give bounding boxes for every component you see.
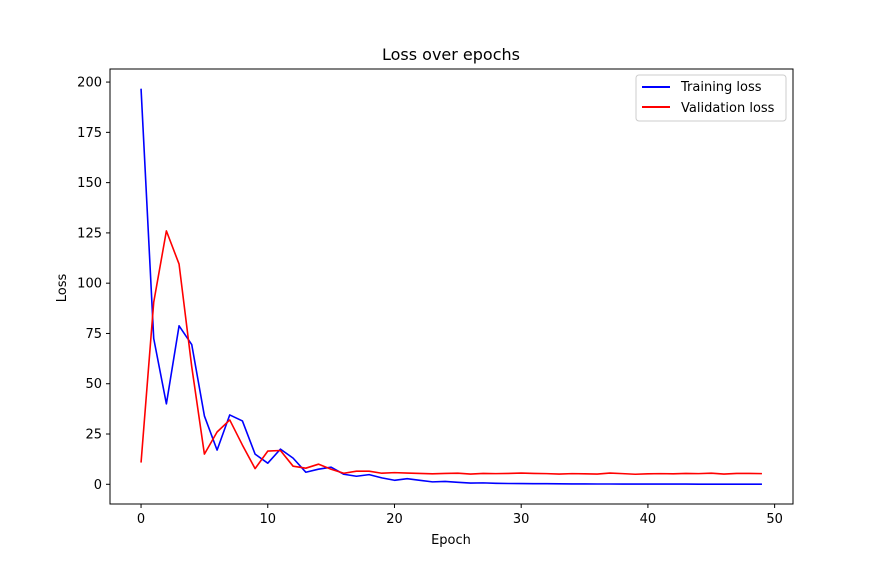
x-tick-label: 30 (513, 512, 530, 527)
legend-label-training: Training loss (680, 80, 762, 95)
x-tick-label: 10 (259, 512, 276, 527)
series-lines (140, 88, 762, 485)
y-tick-label: 125 (77, 226, 102, 241)
series-line-validation-loss (140, 230, 762, 476)
legend-label-validation: Validation loss (681, 101, 775, 116)
x-tick-label: 0 (137, 512, 145, 527)
x-axis-label: Epoch (431, 533, 471, 548)
y-tick-label: 100 (77, 277, 102, 292)
x-tick-label: 50 (766, 512, 783, 527)
y-tick-label: 200 (77, 76, 102, 91)
y-tick-label: 175 (77, 126, 102, 141)
x-tick-label: 40 (640, 512, 657, 527)
y-axis-label: Loss (55, 274, 70, 303)
y-tick-label: 150 (77, 176, 102, 191)
series-line-training-loss (140, 88, 762, 485)
y-tick-label: 75 (85, 327, 102, 342)
y-tick-label: 25 (85, 428, 102, 443)
y-tick-label: 0 (94, 478, 102, 493)
chart-title: Loss over epochs (382, 45, 520, 64)
legend: Training loss Validation loss (635, 74, 787, 122)
axis-ticks: 0 10 20 30 40 50 0 25 50 75 100 125 150 175 200 (77, 76, 783, 527)
y-tick-label: 50 (85, 377, 102, 392)
plot-area-frame (109, 68, 794, 505)
legend-box (635, 74, 787, 122)
x-tick-label: 20 (386, 512, 403, 527)
